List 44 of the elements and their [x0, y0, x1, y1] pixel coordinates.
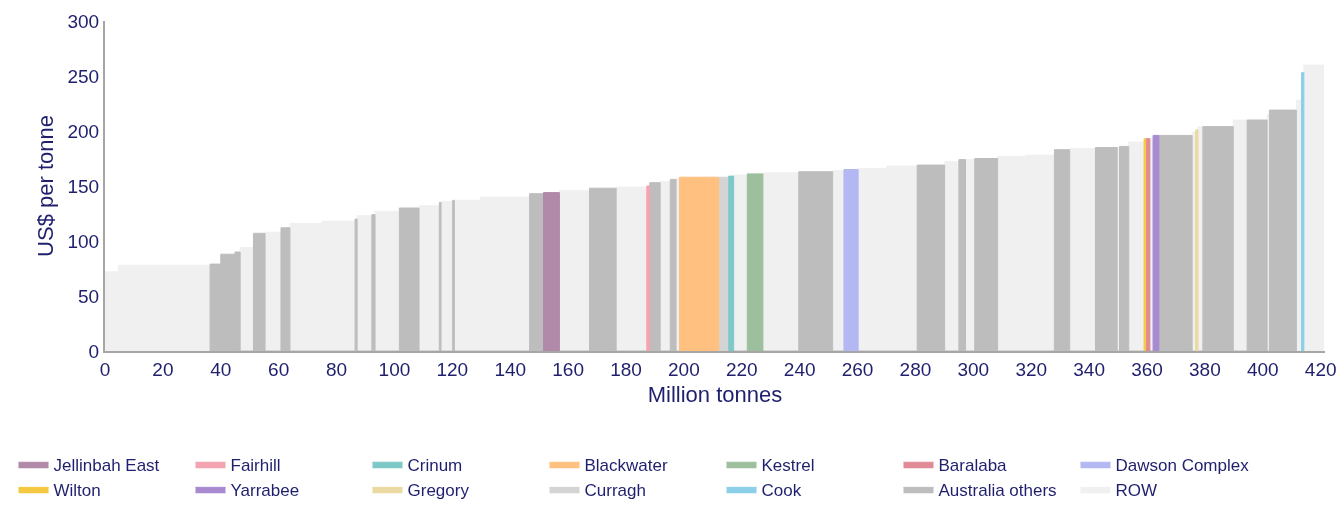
x-tick-label: 60 — [268, 358, 290, 380]
x-tick-label: 220 — [725, 358, 758, 380]
y-tick-label: 100 — [67, 230, 100, 252]
legend-label: Jellinbah East — [53, 455, 160, 475]
legend-label: Yarrabee — [230, 480, 300, 500]
legend-label: Kestrel — [761, 455, 815, 475]
x-axis-title: Million tonnes — [647, 382, 783, 408]
x-tick-label: 100 — [378, 358, 411, 380]
y-tick-label: 300 — [67, 10, 100, 32]
x-tick-label: 400 — [1246, 358, 1279, 380]
y-tick-label: 200 — [67, 120, 100, 142]
x-tick-label: 200 — [668, 358, 700, 380]
y-axis-title: US$ per tonne — [32, 115, 58, 257]
x-tick-label: 240 — [783, 358, 816, 380]
x-tick-label: 20 — [152, 358, 174, 380]
legend-label: Australia others — [938, 480, 1057, 500]
y-tick-label: 150 — [67, 175, 100, 197]
x-tick-label: 420 — [1304, 358, 1337, 380]
legend-label: Gregory — [407, 480, 470, 500]
x-tick-label: 120 — [436, 358, 469, 380]
x-tick-label: 300 — [957, 358, 990, 380]
legend-label: Baralaba — [938, 455, 1008, 475]
x-tick-label: 320 — [1015, 358, 1048, 380]
x-tick-label: 380 — [1189, 358, 1221, 380]
y-tick-label: 0 — [88, 340, 100, 362]
x-tick-label: 140 — [494, 358, 527, 380]
y-tick-label: 250 — [67, 65, 100, 87]
x-tick-label: 280 — [899, 358, 932, 380]
x-tick-label: 40 — [210, 358, 232, 380]
legend-label: Crinum — [407, 455, 463, 475]
x-tick-label: 80 — [325, 358, 348, 380]
legend-label: ROW — [1115, 480, 1158, 500]
legend-label: Wilton — [53, 480, 101, 500]
legend-label: Fairhill — [230, 455, 281, 475]
x-tick-label: 180 — [610, 358, 642, 380]
x-tick-label: 160 — [552, 358, 584, 380]
legend-label: Cook — [761, 480, 802, 500]
y-tick-label: 50 — [78, 285, 100, 307]
x-tick-label: 340 — [1073, 358, 1105, 380]
legend-label: Blackwater — [584, 455, 668, 475]
legend-label: Dawson Complex — [1115, 455, 1250, 475]
legend-label: Curragh — [584, 480, 646, 500]
x-tick-label: 260 — [841, 358, 874, 380]
x-tick-label: 360 — [1131, 358, 1163, 380]
